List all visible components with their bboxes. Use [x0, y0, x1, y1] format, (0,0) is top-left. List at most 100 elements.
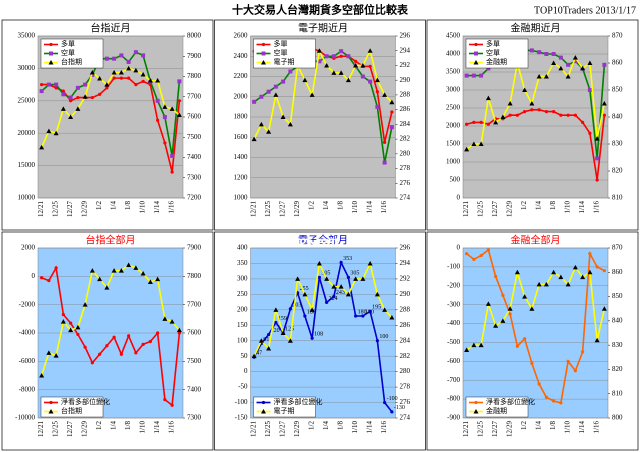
data-label: 243	[336, 290, 345, 296]
marker	[594, 337, 600, 343]
x-tick-label: 1/8	[337, 421, 345, 430]
marker	[89, 268, 95, 273]
x-tick-label: 1/8	[337, 201, 345, 210]
y-tick-label: -900	[447, 414, 460, 422]
marker	[559, 113, 563, 117]
marker	[53, 130, 59, 136]
y-tick-label: 2500	[446, 104, 461, 112]
marker	[374, 291, 380, 297]
marker	[156, 118, 160, 122]
marker	[39, 144, 45, 150]
x-tick-label: 1/10	[564, 201, 572, 214]
marker	[339, 54, 343, 58]
marker	[587, 269, 593, 275]
marker	[104, 285, 110, 290]
marker	[162, 316, 168, 321]
x-tick-label: 1/2	[95, 421, 103, 430]
marker	[60, 319, 66, 324]
marker	[588, 131, 592, 135]
marker	[573, 369, 577, 373]
y-tick-label: 2400	[234, 52, 249, 60]
marker	[288, 69, 293, 74]
marker	[581, 350, 585, 354]
marker	[572, 55, 578, 60]
marker	[508, 312, 512, 316]
legend-label: 空單	[486, 48, 500, 57]
marker	[566, 113, 570, 117]
x-tick-label: 12/29	[81, 201, 89, 217]
marker	[331, 284, 337, 289]
marker	[133, 67, 139, 73]
marker	[374, 77, 380, 83]
legend-marker	[473, 60, 479, 65]
y-tick-label: 150	[237, 321, 248, 329]
x-tick-label: 1/16	[380, 201, 388, 214]
series-line	[466, 55, 606, 151]
marker	[479, 73, 484, 78]
marker	[273, 307, 279, 312]
marker	[595, 178, 599, 182]
marker	[177, 331, 181, 335]
marker	[147, 279, 153, 284]
marker	[580, 65, 586, 71]
y2-tick-label: 7600	[187, 113, 202, 121]
marker	[544, 110, 548, 114]
y2-tick-label: 860	[612, 59, 623, 67]
marker	[302, 77, 308, 83]
marker	[332, 294, 336, 299]
series-line	[253, 260, 393, 357]
marker	[68, 114, 74, 119]
marker	[465, 252, 469, 256]
marker	[529, 48, 534, 53]
marker	[486, 248, 490, 252]
marker	[303, 314, 307, 318]
marker	[47, 278, 51, 283]
marker	[367, 48, 373, 53]
marker	[530, 361, 534, 365]
data-label: 100	[379, 334, 388, 340]
x-tick-label: 1/14	[153, 201, 161, 214]
marker	[309, 92, 315, 97]
chart-title: 金融期近月	[511, 21, 561, 34]
marker	[126, 59, 131, 64]
x-tick-label: 12/25	[52, 201, 60, 217]
series-line	[253, 48, 393, 140]
data-label: 305	[321, 271, 330, 277]
data-label: 108	[314, 332, 323, 338]
marker	[551, 60, 557, 65]
chart-title: 台指全部月	[86, 233, 136, 246]
marker	[75, 85, 80, 90]
marker	[485, 95, 491, 101]
marker	[500, 114, 506, 119]
y-tick-label: 500	[450, 176, 461, 184]
marker	[536, 74, 542, 79]
marker	[331, 70, 337, 75]
marker	[176, 327, 182, 333]
y2-tick-label: 7500	[187, 357, 202, 365]
marker	[551, 52, 556, 56]
marker	[105, 344, 109, 348]
marker	[68, 95, 73, 100]
y-tick-label: 1600	[234, 133, 249, 141]
series-line	[466, 248, 605, 404]
legend-label: 金融期	[486, 406, 507, 415]
marker	[111, 69, 117, 75]
y-tick-label: -4000	[19, 329, 36, 337]
y-tick-label: -150	[235, 414, 248, 422]
legend-marker	[261, 409, 266, 414]
marker	[112, 76, 116, 80]
marker	[565, 74, 571, 79]
marker	[601, 101, 607, 106]
y2-tick-label: 292	[400, 275, 411, 283]
marker	[390, 110, 394, 114]
marker	[514, 269, 520, 275]
marker	[98, 352, 102, 356]
marker	[141, 53, 146, 58]
x-tick-label: 12/29	[506, 201, 514, 217]
x-tick-label: 1/4	[322, 421, 330, 430]
y2-tick-label: 286	[400, 321, 411, 329]
y2-tick-label: 282	[400, 352, 411, 360]
marker	[98, 92, 102, 96]
marker	[177, 99, 181, 103]
marker	[530, 108, 534, 112]
